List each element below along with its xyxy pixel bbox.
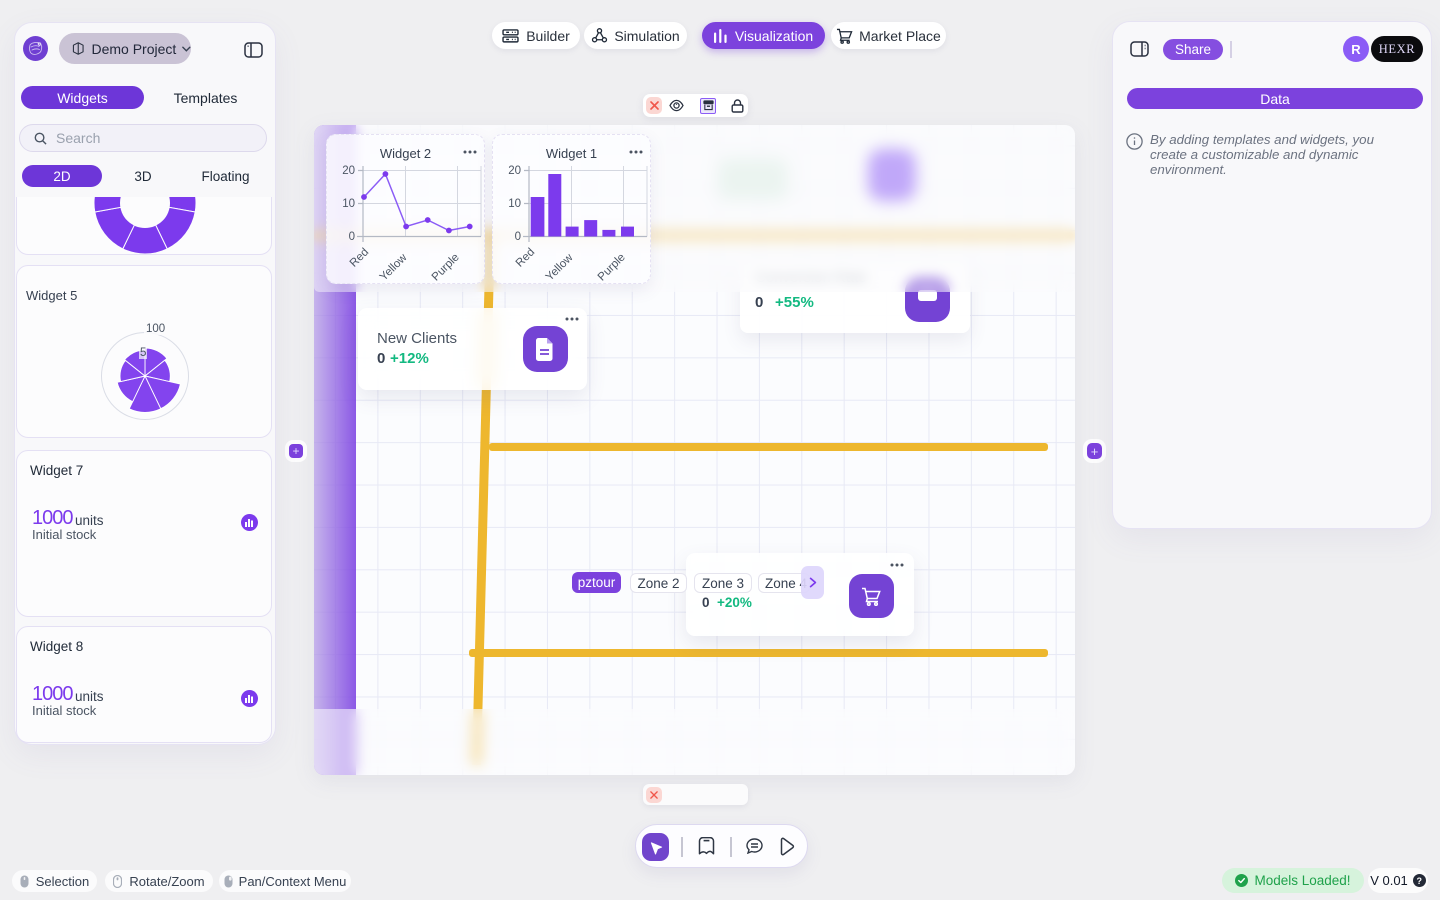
- svg-text:20: 20: [342, 165, 355, 177]
- svg-text:Purple: Purple: [596, 251, 628, 281]
- svg-text:Yellow: Yellow: [544, 251, 576, 281]
- svg-text:10: 10: [342, 198, 355, 210]
- svg-text:Red: Red: [348, 246, 371, 269]
- svg-text:20: 20: [508, 165, 521, 177]
- svg-text:0: 0: [349, 231, 355, 243]
- svg-text:10: 10: [508, 198, 521, 210]
- svg-text:Purple: Purple: [430, 251, 462, 281]
- svg-text:Yellow: Yellow: [378, 251, 410, 281]
- svg-text:Red: Red: [514, 246, 537, 269]
- svg-text:0: 0: [515, 231, 521, 243]
